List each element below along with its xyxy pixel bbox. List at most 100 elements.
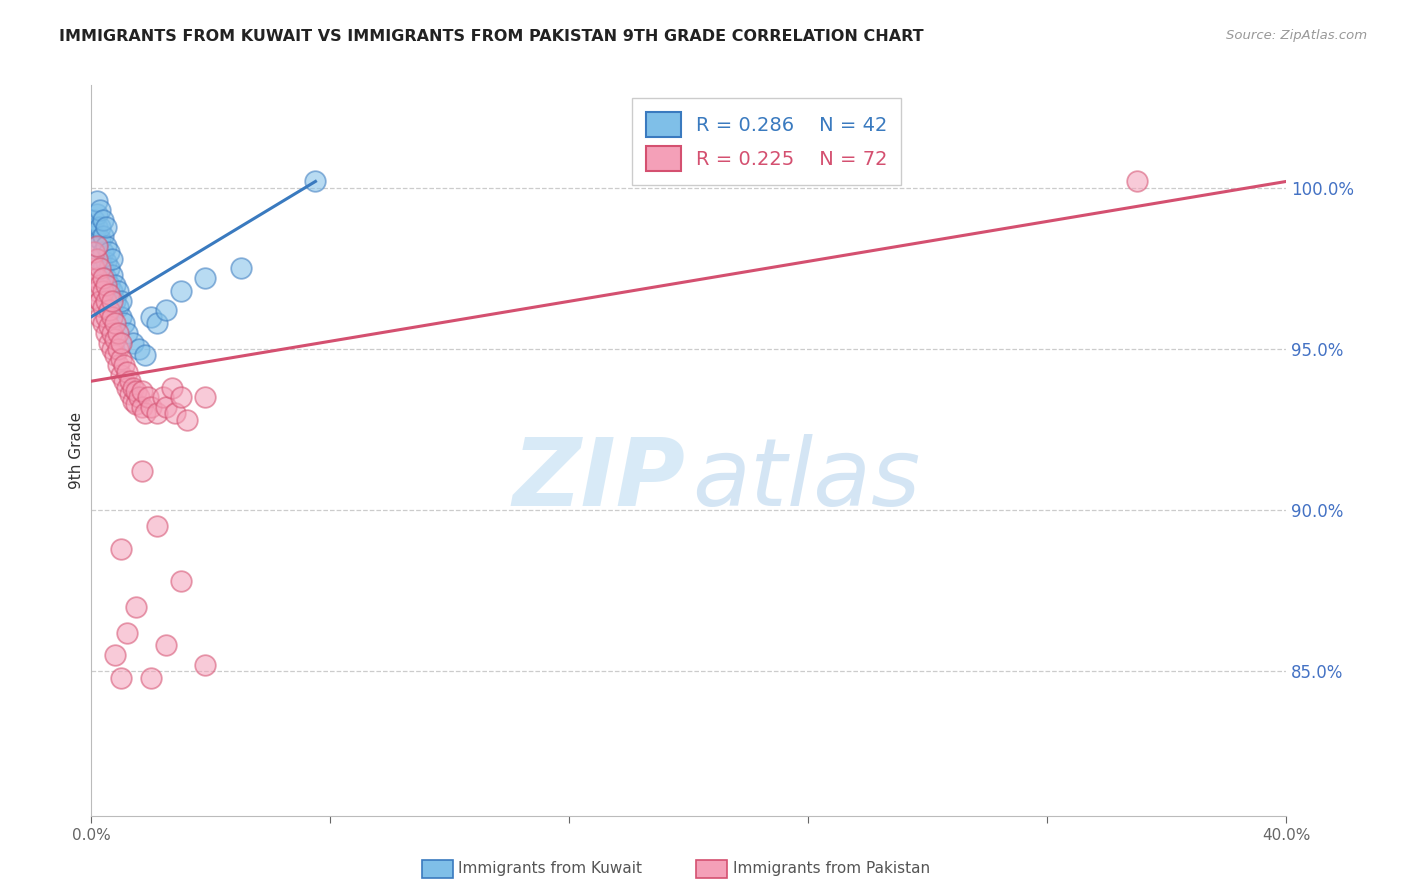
Point xyxy=(104,332,127,346)
Point xyxy=(93,213,115,227)
Point xyxy=(96,271,118,285)
Point xyxy=(107,342,129,356)
Point xyxy=(89,293,111,308)
Point xyxy=(101,284,124,298)
Point xyxy=(83,261,105,276)
Point xyxy=(110,351,132,366)
Point xyxy=(107,284,129,298)
Point xyxy=(122,381,145,395)
Point xyxy=(163,406,186,420)
Point xyxy=(112,374,135,388)
Point xyxy=(98,245,121,260)
Point xyxy=(101,310,124,324)
Point xyxy=(128,342,150,356)
Point xyxy=(122,335,145,350)
Point xyxy=(86,194,108,208)
Point xyxy=(83,229,105,244)
Point xyxy=(101,326,124,340)
Point xyxy=(194,271,217,285)
Point xyxy=(89,252,111,266)
Point xyxy=(141,310,163,324)
Point xyxy=(155,639,177,653)
Point xyxy=(98,277,121,292)
Point xyxy=(112,358,135,372)
Point xyxy=(86,219,108,234)
Point xyxy=(110,671,132,685)
Point xyxy=(107,300,129,314)
Point xyxy=(104,648,127,662)
Point xyxy=(160,381,183,395)
Point xyxy=(134,348,156,362)
Point xyxy=(122,393,145,408)
Point xyxy=(146,316,169,330)
Point xyxy=(96,255,118,269)
Y-axis label: 9th Grade: 9th Grade xyxy=(69,412,84,489)
Point xyxy=(152,390,174,404)
Point xyxy=(304,174,326,188)
Point xyxy=(131,384,153,398)
Point xyxy=(93,229,115,244)
Point xyxy=(1126,174,1149,188)
Point xyxy=(93,284,115,298)
Point xyxy=(96,310,118,324)
Point xyxy=(229,261,252,276)
Text: IMMIGRANTS FROM KUWAIT VS IMMIGRANTS FROM PAKISTAN 9TH GRADE CORRELATION CHART: IMMIGRANTS FROM KUWAIT VS IMMIGRANTS FRO… xyxy=(59,29,924,44)
Point xyxy=(101,342,124,356)
Point xyxy=(107,358,129,372)
Point xyxy=(110,310,132,324)
Point xyxy=(125,599,148,614)
Point xyxy=(146,519,169,533)
Point xyxy=(170,390,193,404)
Point xyxy=(89,310,111,324)
Point xyxy=(93,300,115,314)
Point xyxy=(86,252,108,266)
Point xyxy=(115,625,138,640)
Point xyxy=(98,303,121,318)
Point xyxy=(134,406,156,420)
Point xyxy=(93,245,115,260)
Point xyxy=(110,541,132,556)
Point xyxy=(89,203,111,218)
Point xyxy=(120,374,142,388)
Point xyxy=(89,219,111,234)
Point xyxy=(98,287,121,301)
Point xyxy=(107,326,129,340)
Point xyxy=(120,387,142,401)
Point xyxy=(96,277,118,292)
Point xyxy=(86,271,108,285)
Point xyxy=(136,390,159,404)
Point xyxy=(93,316,115,330)
Point xyxy=(83,245,105,260)
Point xyxy=(93,271,115,285)
Text: Immigrants from Kuwait: Immigrants from Kuwait xyxy=(458,862,643,876)
Point xyxy=(98,335,121,350)
Point xyxy=(155,400,177,414)
Point xyxy=(104,348,127,362)
Point xyxy=(101,268,124,282)
Point xyxy=(101,252,124,266)
Point xyxy=(170,284,193,298)
Point xyxy=(110,368,132,382)
Point xyxy=(86,284,108,298)
Point xyxy=(115,326,138,340)
Point xyxy=(86,206,108,220)
Point xyxy=(131,400,153,414)
Point xyxy=(128,390,150,404)
Point xyxy=(104,316,127,330)
Point xyxy=(89,232,111,246)
Text: Immigrants from Pakistan: Immigrants from Pakistan xyxy=(733,862,929,876)
Point xyxy=(115,364,138,378)
Point xyxy=(89,277,111,292)
Text: atlas: atlas xyxy=(693,434,921,525)
Legend: R = 0.286    N = 42, R = 0.225    N = 72: R = 0.286 N = 42, R = 0.225 N = 72 xyxy=(631,98,901,185)
Point xyxy=(104,293,127,308)
Point xyxy=(115,381,138,395)
Point xyxy=(86,239,108,253)
Point xyxy=(96,219,118,234)
Point xyxy=(141,671,163,685)
Point xyxy=(194,390,217,404)
Point xyxy=(83,213,105,227)
Text: ZIP: ZIP xyxy=(512,434,685,525)
Point xyxy=(112,316,135,330)
Point xyxy=(86,239,108,253)
